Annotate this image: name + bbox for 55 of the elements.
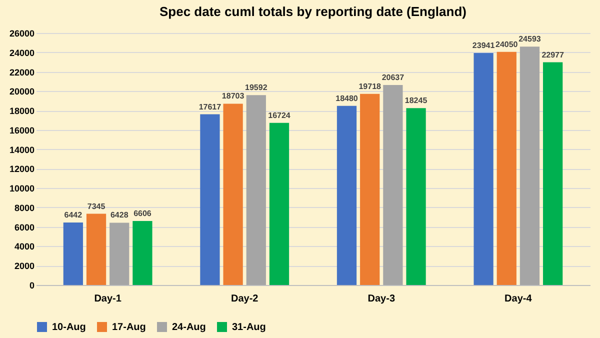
- y-tick-label: 0: [29, 280, 34, 290]
- legend-label: 24-Aug: [172, 322, 206, 333]
- bar: [474, 52, 494, 285]
- bar: [496, 52, 516, 285]
- bar: [110, 222, 130, 285]
- data-label: 19592: [245, 83, 268, 92]
- bar: [200, 114, 220, 285]
- data-label: 23941: [472, 40, 496, 50]
- x-tick-label: Day-1: [94, 294, 122, 304]
- data-label: 7345: [87, 202, 106, 211]
- bar: [520, 46, 540, 285]
- y-tick-label: 24000: [9, 48, 34, 58]
- x-tick-label: Day-4: [504, 294, 532, 304]
- y-tick-label: 12000: [9, 164, 34, 174]
- legend-label: 10-Aug: [52, 322, 86, 333]
- bar: [246, 95, 266, 285]
- legend-label: 17-Aug: [112, 322, 146, 333]
- data-label: 18703: [222, 92, 245, 101]
- data-label: 24593: [518, 34, 542, 44]
- bar: [223, 104, 243, 285]
- y-tick-label: 16000: [9, 125, 34, 136]
- bar: [63, 222, 83, 285]
- y-tick-label: 14000: [9, 144, 34, 155]
- y-tick-label: 6000: [14, 222, 34, 232]
- data-label: 22977: [542, 50, 564, 60]
- bar: [406, 108, 426, 285]
- data-label: 24050: [496, 40, 518, 49]
- data-label: 6442: [64, 210, 83, 220]
- data-label: 6428: [110, 210, 129, 220]
- y-tick-label: 2000: [14, 261, 34, 272]
- x-tick-label: Day-2: [230, 294, 259, 304]
- bar: [86, 214, 106, 285]
- legend-label: 31-Aug: [232, 322, 266, 333]
- data-label: 18245: [404, 96, 428, 106]
- y-tick-label: 10000: [9, 184, 34, 194]
- data-label: 18480: [336, 94, 358, 103]
- data-label: 17617: [198, 102, 222, 112]
- data-label: 19718: [358, 82, 382, 91]
- bar: [336, 106, 357, 285]
- y-tick-label: 22000: [9, 67, 34, 78]
- y-tick-label: 8000: [14, 202, 34, 213]
- bar: [543, 62, 563, 285]
- bar: [360, 94, 380, 285]
- bar: [269, 122, 290, 285]
- y-tick-label: 18000: [9, 106, 34, 116]
- bar: [132, 220, 152, 285]
- data-label: 20637: [382, 72, 405, 82]
- chart-title: Spec date cuml totals by reporting date (England): [160, 4, 466, 19]
- y-tick-label: 26000: [9, 28, 34, 38]
- bar: [383, 84, 403, 285]
- y-tick-label: 4000: [14, 242, 34, 252]
- data-label: 6606: [134, 208, 152, 218]
- x-tick-label: Day-3: [368, 294, 396, 304]
- y-tick-label: 20000: [9, 86, 34, 97]
- data-label: 16724: [268, 110, 291, 120]
